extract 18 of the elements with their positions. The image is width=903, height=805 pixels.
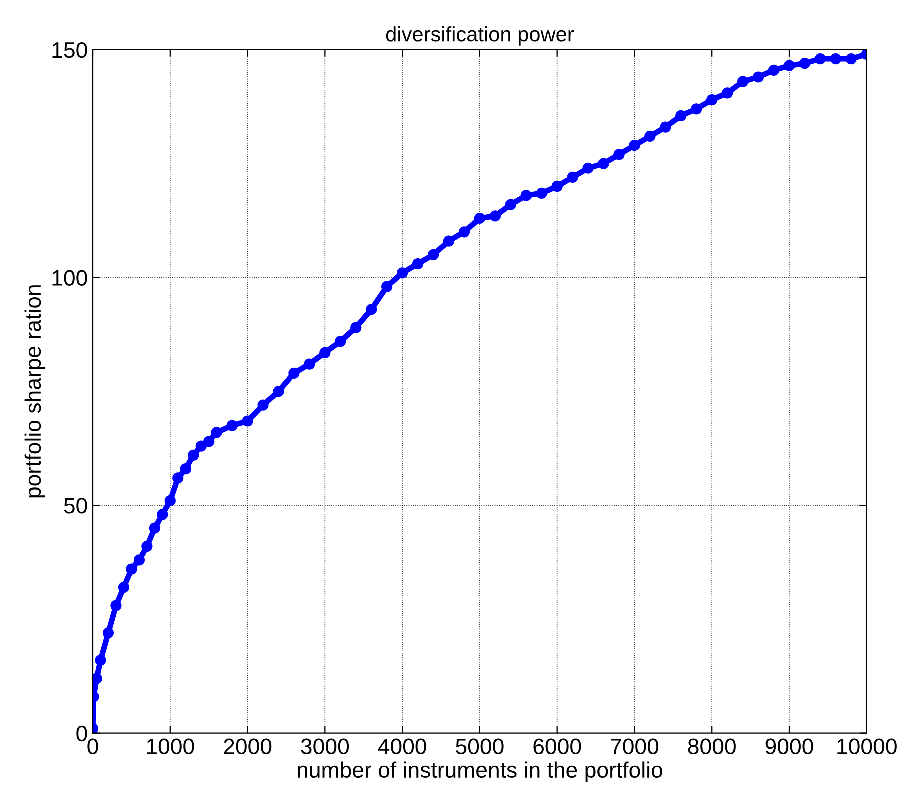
x-tick-label: 7000 xyxy=(611,738,659,755)
x-tick-label: 9000 xyxy=(766,738,814,755)
y-tick-label: 150 xyxy=(52,42,88,58)
x-tick-label: 6000 xyxy=(534,738,582,755)
x-axis-title: number of instruments in the portfolio xyxy=(298,762,662,782)
y-tick-label: 50 xyxy=(64,498,88,514)
x-tick-label: 5000 xyxy=(456,738,504,755)
chart-title: diversification power xyxy=(386,26,574,46)
x-tick-label: 10000 xyxy=(838,738,897,755)
y-axis-title: portfolio sharpe ration xyxy=(24,286,46,498)
y-tick-label: 0 xyxy=(76,726,88,742)
x-tick-label: 4000 xyxy=(378,738,426,755)
x-tick-label: 2000 xyxy=(224,738,272,755)
y-tick-label: 100 xyxy=(52,270,88,286)
x-tick-label: 3000 xyxy=(301,738,350,755)
x-tick-label: 1000 xyxy=(147,738,194,755)
x-tick-label: 0 xyxy=(88,738,98,755)
x-tick-label: 8000 xyxy=(688,738,736,755)
